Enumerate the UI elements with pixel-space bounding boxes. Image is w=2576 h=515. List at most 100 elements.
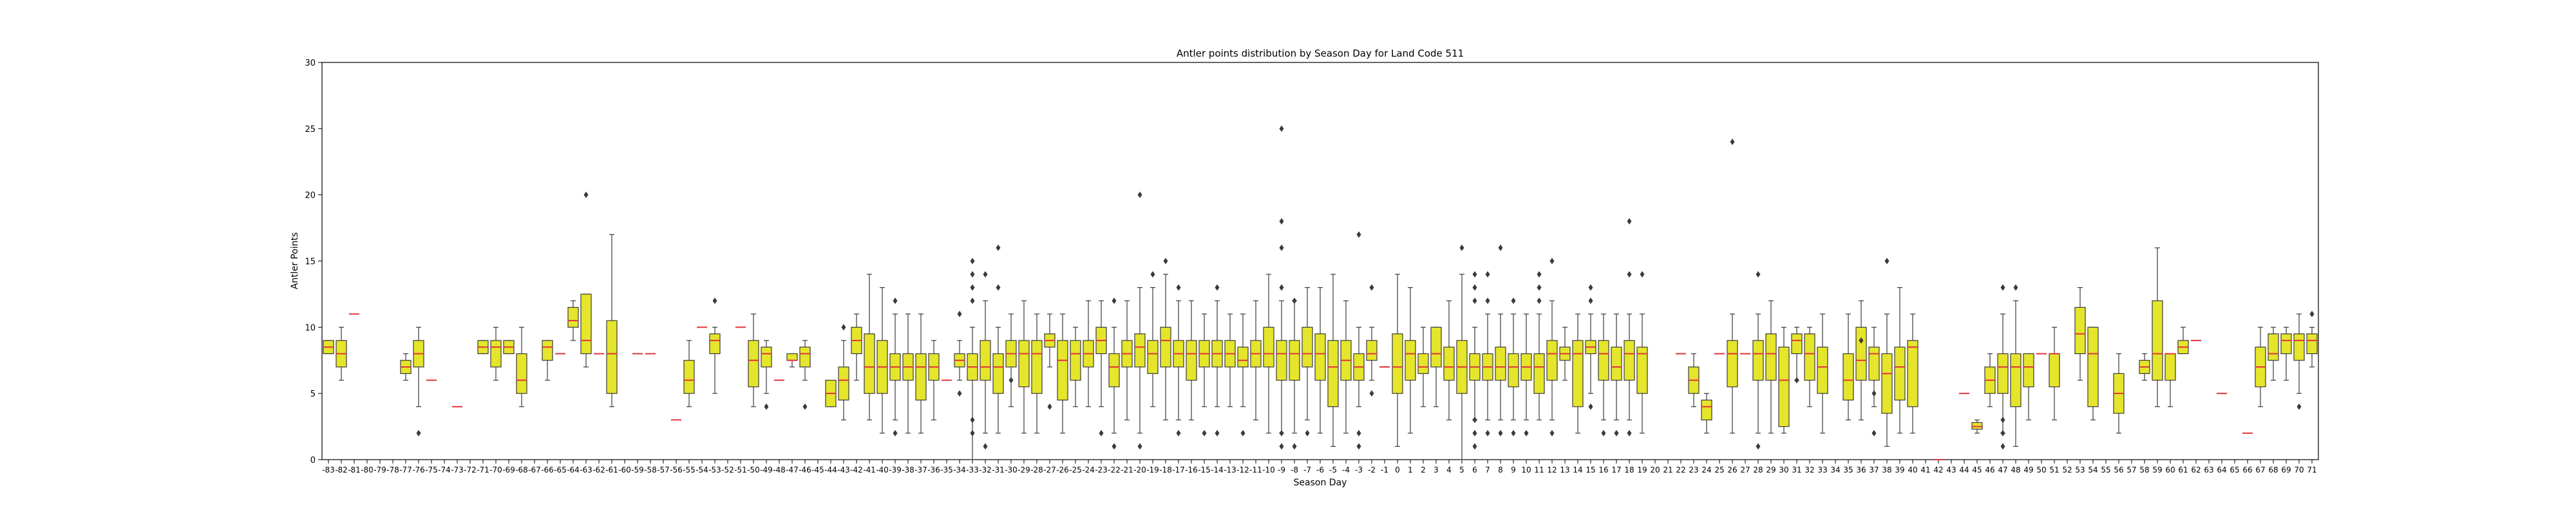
- x-tick-label: -72: [464, 465, 477, 474]
- x-tick-label: -2: [1368, 465, 1376, 474]
- y-tick-label: 25: [305, 125, 316, 135]
- x-tick-label: -76: [412, 465, 425, 474]
- x-tick-label: 30: [1779, 465, 1788, 474]
- x-tick-label: -63: [580, 465, 592, 474]
- box--13: [1224, 314, 1236, 407]
- outlier-point: [1356, 429, 1361, 436]
- x-tick-label: -57: [657, 465, 670, 474]
- x-tick-label: -11: [1249, 465, 1262, 474]
- box-body: [1778, 346, 1790, 427]
- box-38: [1881, 258, 1893, 447]
- x-tick-label: 10: [1521, 465, 1531, 474]
- box-body: [1289, 340, 1300, 381]
- x-tick-label: 71: [2307, 465, 2316, 474]
- box-body: [1147, 340, 1159, 374]
- box-16: [1598, 314, 1609, 436]
- box-40: [1907, 314, 1918, 434]
- box-60: [2164, 353, 2176, 407]
- box-body: [1611, 346, 1622, 381]
- box-body: [761, 346, 772, 368]
- box-body: [1533, 353, 1545, 394]
- x-tick-label: 14: [1573, 465, 1582, 474]
- y-tick-label: 30: [305, 59, 316, 68]
- x-tick-label: -48: [773, 465, 786, 474]
- x-tick-label: -18: [1159, 465, 1172, 474]
- outlier-point: [1756, 271, 1761, 278]
- box--24: [1083, 300, 1094, 407]
- box-17: [1611, 314, 1622, 436]
- outlier-point: [2000, 417, 2005, 424]
- outlier-point: [1524, 429, 1529, 436]
- x-tick-label: 45: [1972, 465, 1982, 474]
- x-tick-label: 29: [1766, 465, 1776, 474]
- boxes-layer: [323, 125, 2318, 460]
- outlier-point: [957, 310, 962, 317]
- x-tick-label: -38: [902, 465, 914, 474]
- x-axis: -83 -82 -81 -80 -79 -78 -77 -76 -75 -74 -73 -72 -71-…: [322, 460, 2317, 474]
- box-body: [683, 360, 695, 394]
- box-body: [1134, 333, 1146, 368]
- outlier-point: [1601, 429, 1606, 436]
- outlier-point: [1279, 125, 1284, 132]
- box--53: [709, 297, 721, 394]
- x-axis-label: Season Day: [1294, 478, 1347, 488]
- chart-title: Antler points distribution by Season Day…: [1177, 48, 1464, 59]
- outlier-point: [1485, 429, 1490, 436]
- x-tick-label: 33: [1817, 465, 1827, 474]
- x-tick-label: -60: [618, 465, 631, 474]
- outlier-point: [970, 284, 975, 291]
- box-body: [1186, 340, 1197, 381]
- box-body: [1546, 340, 1558, 381]
- outlier-point: [970, 297, 975, 304]
- box-61: [2177, 326, 2189, 355]
- x-tick-label: -43: [837, 465, 850, 474]
- x-tick-label: -78: [386, 465, 399, 474]
- x-tick-label: -24: [1082, 465, 1095, 474]
- box-body: [915, 353, 927, 401]
- x-tick-label: -6: [1316, 465, 1324, 474]
- x-tick-label: -28: [1030, 465, 1043, 474]
- box-body: [864, 333, 875, 394]
- x-tick-label: 70: [2294, 465, 2304, 474]
- x-tick-label: 4: [1446, 465, 1452, 474]
- box--55: [683, 340, 695, 407]
- outlier-point: [1215, 284, 1220, 291]
- box-body: [1327, 340, 1339, 407]
- box--39: [889, 297, 901, 436]
- box-body: [1572, 340, 1584, 407]
- box-body: [1791, 333, 1803, 355]
- outlier-point: [2000, 443, 2005, 450]
- box-body: [1070, 340, 1081, 381]
- outlier-point: [1292, 443, 1297, 450]
- box-2: [1417, 326, 1429, 407]
- x-tick-label: 67: [2255, 465, 2265, 474]
- box-body: [992, 353, 1004, 394]
- box-5: [1456, 244, 1468, 460]
- outlier-point: [1537, 271, 1542, 278]
- box--71: [477, 340, 489, 355]
- x-tick-label: -56: [670, 465, 683, 474]
- x-tick-label: 17: [1611, 465, 1621, 474]
- box-36: [1855, 300, 1867, 420]
- box--6: [1314, 287, 1326, 434]
- outlier-point: [1511, 429, 1516, 436]
- box-body: [1624, 340, 1635, 381]
- outlier-point: [2000, 429, 2005, 436]
- x-tick-label: -80: [361, 465, 374, 474]
- box-31: [1791, 326, 1803, 384]
- x-tick-label: 39: [1895, 465, 1904, 474]
- outlier-point: [1472, 417, 1477, 424]
- outlier-point: [1176, 429, 1181, 436]
- box-7: [1482, 271, 1493, 436]
- x-tick-label: -49: [760, 465, 773, 474]
- x-tick-label: 26: [1727, 465, 1737, 474]
- box-body: [1495, 346, 1506, 381]
- box--27: [1044, 314, 1056, 410]
- x-tick-label: 6: [1472, 465, 1477, 474]
- x-tick-label: 24: [1701, 465, 1711, 474]
- x-tick-label: 12: [1547, 465, 1557, 474]
- box-body: [1907, 340, 1918, 407]
- x-tick-label: -83: [322, 465, 335, 474]
- x-tick-label: -30: [1005, 465, 1018, 474]
- box--36: [928, 340, 940, 420]
